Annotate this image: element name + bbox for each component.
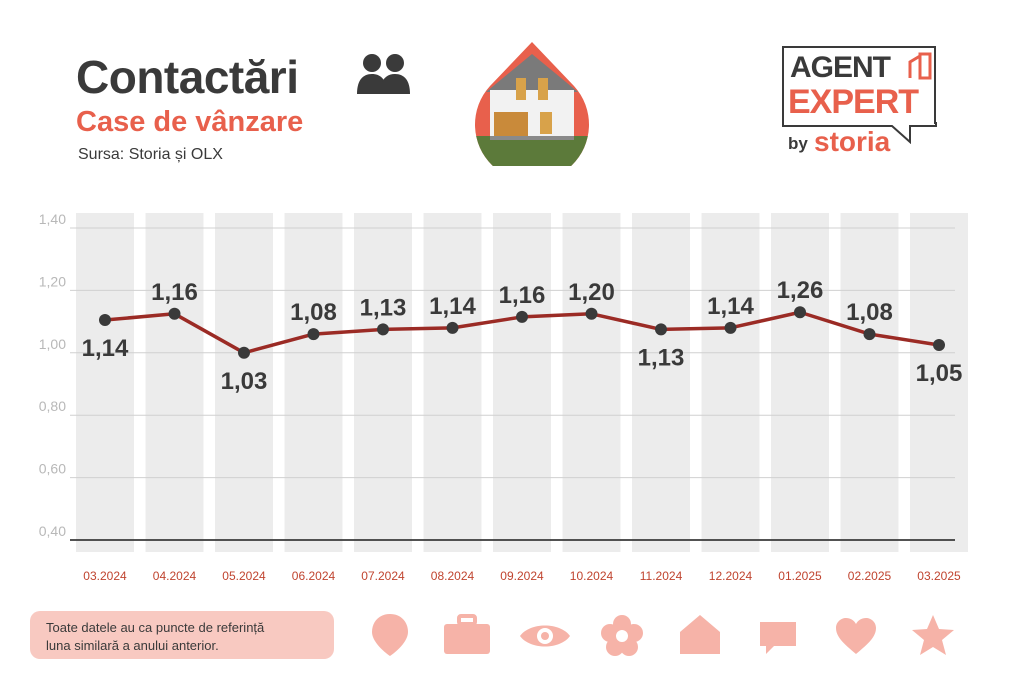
column-band — [493, 213, 551, 552]
x-tick-label: 10.2024 — [570, 569, 614, 583]
x-tick-label: 05.2024 — [222, 569, 266, 583]
x-tick-label: 01.2025 — [778, 569, 822, 583]
data-point — [377, 323, 389, 336]
data-label: 1,14 — [82, 335, 129, 362]
data-label: 1,03 — [221, 368, 268, 395]
data-point — [238, 346, 250, 359]
star-icon — [912, 615, 954, 655]
map-pin-icon — [372, 614, 408, 656]
page-subtitle: Case de vânzare — [76, 106, 304, 138]
data-label: 1,16 — [151, 279, 198, 306]
column-band — [910, 213, 968, 552]
column-band — [771, 213, 829, 552]
footnote-line-1: Toate datele au ca puncte de referință — [46, 620, 265, 635]
logo-storia-text: storia — [814, 126, 891, 157]
x-tick-label: 06.2024 — [292, 569, 336, 583]
data-point — [585, 307, 598, 320]
y-tick-label: 1,00 — [39, 336, 66, 352]
y-tick-label: 0,40 — [39, 523, 66, 539]
data-point — [933, 339, 945, 351]
line-chart: 0,40 0,60 0,80 1,00 1,20 1,40 03.2024 04.2024 05… — [39, 211, 968, 583]
x-tick-label: 07.2024 — [361, 569, 405, 583]
house-photo-icon — [475, 42, 590, 166]
logo-agent-text: AGENT — [790, 51, 891, 84]
column-band — [354, 213, 412, 552]
column-band — [632, 213, 690, 552]
data-point — [863, 328, 876, 341]
data-point — [655, 323, 667, 336]
data-point — [446, 321, 459, 334]
data-label: 1,13 — [360, 294, 407, 321]
data-point — [516, 310, 528, 323]
footnote-line-2: luna similară a anului anterior. — [46, 638, 219, 653]
agent-expert-logo: AGENT EXPERT by storia — [782, 46, 942, 158]
data-point — [168, 307, 181, 320]
data-label: 1,05 — [916, 360, 963, 387]
x-tick-label: 03.2025 — [917, 569, 961, 583]
briefcase-icon — [444, 614, 490, 654]
x-tick-label: 02.2025 — [848, 569, 892, 583]
column-band — [840, 213, 899, 552]
data-label: 1,14 — [429, 293, 476, 320]
data-point — [99, 314, 111, 327]
y-tick-label: 1,20 — [39, 273, 66, 289]
data-point — [724, 321, 737, 334]
data-label: 1,08 — [846, 299, 893, 326]
x-tick-label: 11.2024 — [640, 569, 683, 583]
column-band — [701, 213, 760, 552]
x-tick-label: 08.2024 — [431, 569, 475, 583]
logo-expert-text: EXPERT — [788, 83, 919, 121]
logo-frame — [782, 46, 936, 124]
footnote-box: Toate datele au ca puncte de referință l… — [30, 611, 334, 659]
data-label: 1,13 — [638, 344, 685, 371]
data-point — [794, 306, 806, 319]
column-band — [284, 213, 343, 552]
eye-icon — [520, 625, 570, 647]
data-label: 1,08 — [290, 299, 337, 326]
data-label: 1,16 — [499, 282, 546, 309]
x-tick-label: 03.2024 — [83, 569, 127, 583]
data-label: 1,14 — [707, 293, 754, 320]
data-label: 1,26 — [777, 277, 824, 304]
x-tick-label: 12.2024 — [709, 569, 753, 583]
column-band — [215, 213, 273, 552]
page-title: Contactări — [76, 51, 299, 103]
people-icon — [357, 54, 410, 94]
logo-building-icon — [908, 52, 932, 80]
home-icon — [680, 615, 720, 654]
data-label: 1,20 — [568, 279, 615, 306]
x-tick-label: 04.2024 — [153, 569, 197, 583]
chat-bubble-icon — [760, 622, 796, 654]
heart-icon — [836, 618, 876, 654]
column-band — [76, 213, 134, 552]
source-note: Sursa: Storia și OLX — [78, 146, 223, 163]
x-tick-label: 09.2024 — [500, 569, 544, 583]
column-band — [423, 213, 482, 552]
data-point — [307, 328, 320, 341]
y-tick-label: 0,80 — [39, 398, 66, 414]
logo-frame-tail — [782, 122, 937, 144]
column-band — [145, 213, 204, 552]
flower-icon — [601, 615, 643, 656]
column-band — [562, 213, 621, 552]
y-tick-label: 0,60 — [39, 461, 66, 477]
logo-by-text: by — [788, 134, 808, 153]
y-tick-label: 1,40 — [39, 211, 66, 227]
